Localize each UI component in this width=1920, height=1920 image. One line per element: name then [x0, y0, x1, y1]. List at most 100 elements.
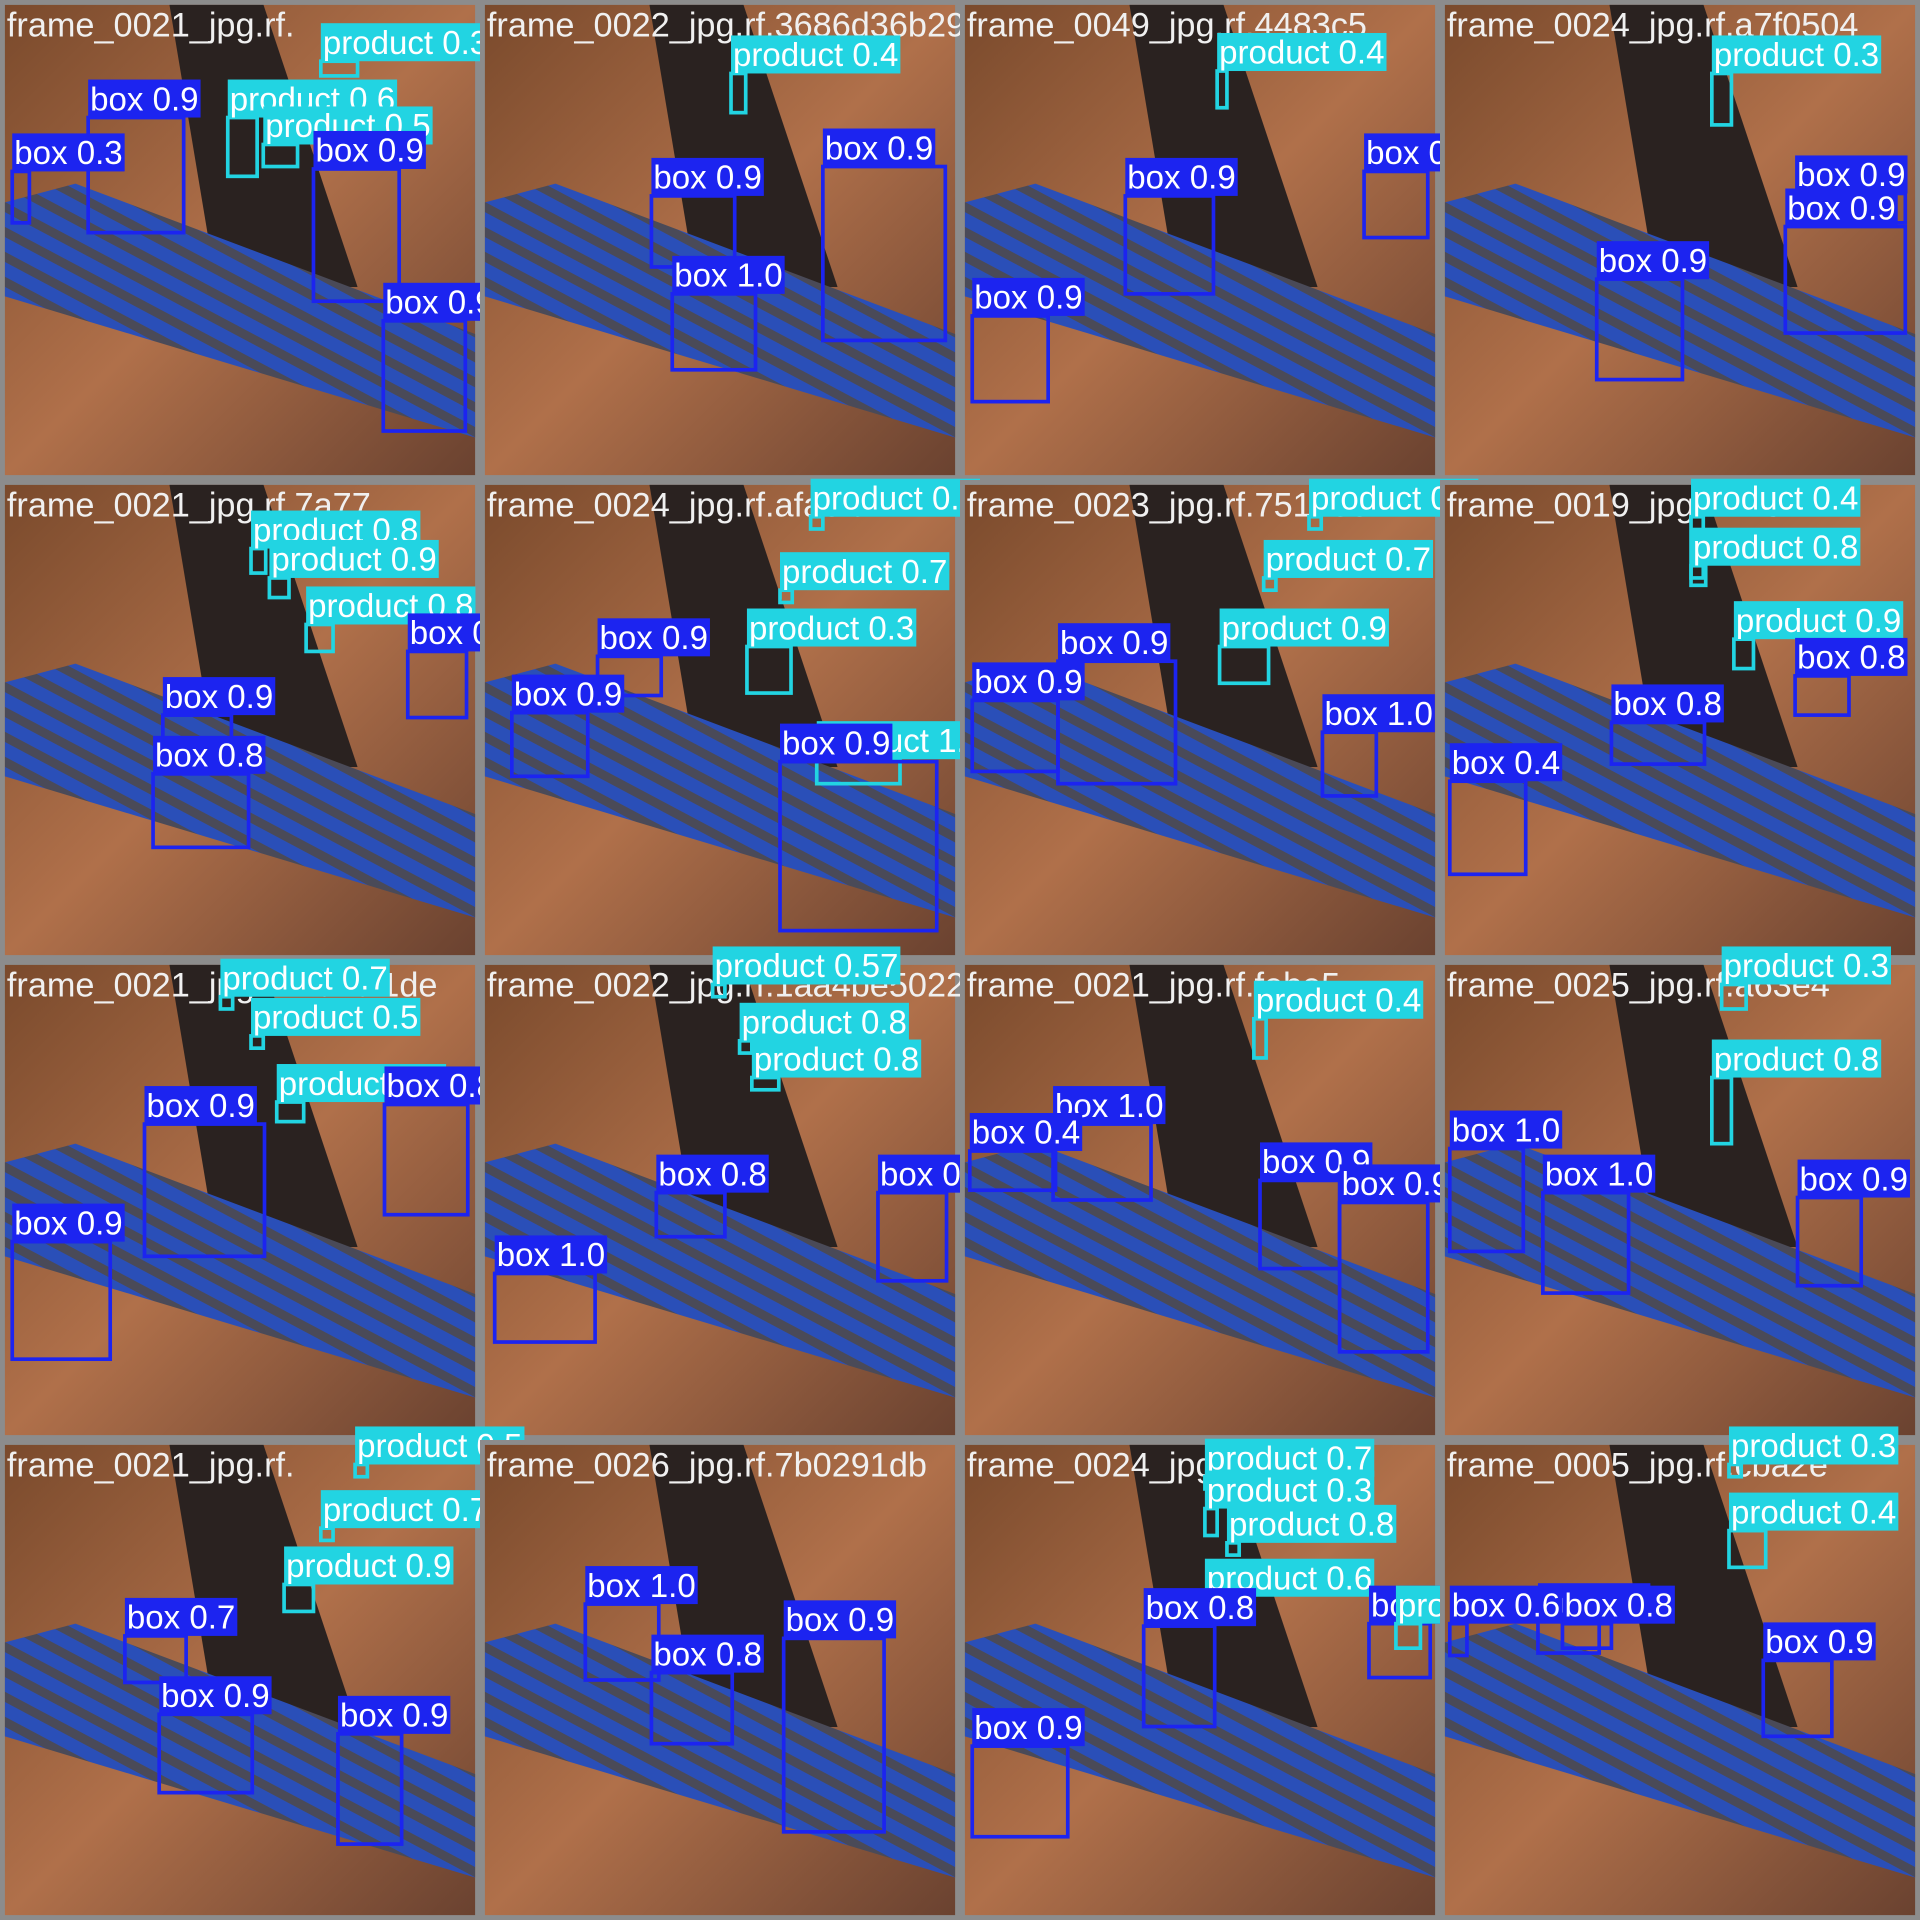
label-background [651, 157, 764, 196]
detection-text: box 0.3 [14, 135, 122, 172]
detection-text: product 0.4 [733, 37, 898, 74]
roller-conveyor [4, 663, 476, 918]
belt [1129, 4, 1318, 288]
detection-text: product 0.7 [782, 554, 947, 591]
detection-text: product 0.4 [1693, 480, 1858, 517]
detection-label: product 0.9 [269, 539, 439, 579]
detection-label: box 0.8 [1562, 1585, 1675, 1624]
bounding-box [1141, 1624, 1217, 1729]
detection-text: box 1.0 [1452, 1112, 1560, 1149]
detection-label: product 0.3 [1204, 1470, 1375, 1509]
detection-text: box 0.9 [974, 664, 1082, 701]
label-background [739, 1002, 909, 1041]
label-background [672, 255, 785, 294]
detection-text: box 0.4 [1452, 745, 1560, 782]
detection-text: box 0.8 [658, 1156, 766, 1193]
detection-label: box 0.9 [783, 1600, 897, 1639]
detection-label: box 0.9 [88, 79, 201, 118]
label-background [1219, 608, 1389, 647]
bounding-box [1225, 1541, 1242, 1557]
detection-text: box 0.9 [385, 285, 493, 322]
detection-text: box 0.9 [1800, 1161, 1908, 1198]
label-background [511, 674, 625, 713]
detection-label: box 0.9 [597, 618, 710, 657]
bounding-box [405, 649, 469, 720]
detection-label: box 0.8 [384, 1066, 497, 1105]
detection-label: box 0.9 [159, 1676, 272, 1715]
bounding-box [745, 644, 793, 695]
detection-text: box 0.9 [90, 81, 198, 118]
detection-label: box 1.0 [1322, 694, 1435, 733]
label-background [1253, 980, 1424, 1019]
detection-label: product 0.9 [1219, 608, 1389, 647]
detection-text: box 0.9 [315, 133, 423, 170]
detection-label: box 1.0 [585, 1566, 698, 1605]
detection-text: box 0.9 [653, 160, 761, 197]
roller-conveyor [4, 1623, 476, 1878]
detection-label: box 0.4 [969, 1113, 1083, 1152]
detection-label: product 0.4 [1691, 478, 1861, 517]
label-background [320, 23, 509, 62]
roller-conveyor [4, 183, 476, 438]
detection-text: box 0.9 [974, 1710, 1082, 1747]
label-background [1204, 1438, 1375, 1477]
belt [169, 1444, 358, 1728]
label-background [1611, 684, 1724, 723]
label-background [251, 997, 421, 1036]
detection-label: box 0.8 [153, 735, 266, 775]
detection-text: box 0.9 [340, 1698, 448, 1735]
detection-label: box 1.0 [1449, 1110, 1563, 1149]
detection-label: box 0.9 [1339, 1164, 1452, 1203]
bounding-box [10, 169, 32, 225]
detection-label: box 0.9 [383, 282, 496, 322]
label-background [810, 478, 980, 517]
detection-label: box 0.9 [1797, 1159, 1910, 1198]
detection-text: product 0.3 [1731, 1428, 1896, 1465]
bounding-box [1727, 1528, 1768, 1570]
tile-title: frame_0021_jpg.rf. [7, 7, 295, 45]
detection-label: box 0.8 [656, 1154, 769, 1193]
detection-label: box 0.6 [1449, 1585, 1563, 1624]
label-background [1263, 539, 1434, 578]
label-background [1542, 1154, 1656, 1193]
tile-title: frame_0023_jpg.rf.751de6 [967, 487, 1369, 525]
bounding-box [710, 982, 727, 999]
detection-text: product 0.35 [323, 25, 507, 62]
detection-label: product 0.4 [731, 35, 901, 74]
detection-label: box 0.9 [144, 1086, 257, 1125]
detection-label: box 0.9 [511, 674, 625, 713]
label-background [1711, 35, 1882, 74]
bounding-box [318, 1526, 335, 1543]
roller-conveyor [484, 1143, 956, 1398]
label-background [1449, 1585, 1563, 1624]
belt [1609, 964, 1798, 1248]
detection-text: box 0.9 [165, 679, 273, 716]
detection-label: box 0.9 [972, 662, 1085, 701]
roller-conveyor [1444, 1143, 1916, 1398]
detection-text: product 0.3 [749, 610, 914, 647]
detection-text: box 1.0 [587, 1568, 695, 1605]
detection-text: box 1.0 [1324, 696, 1432, 733]
label-background [780, 552, 950, 591]
label-background [780, 723, 893, 762]
bounding-box [1362, 169, 1430, 240]
detection-label: box 0.9 [1795, 155, 1908, 194]
detection-label: box 0.8 [1611, 684, 1724, 723]
label-background [284, 1546, 454, 1585]
label-background [1795, 637, 1908, 676]
label-background [656, 1154, 769, 1193]
detection-label: product 0.3 [746, 608, 917, 647]
label-background [1785, 188, 1898, 227]
bounding-box [142, 1122, 267, 1259]
label-background [746, 608, 917, 647]
detection-label: box 0.9 [780, 723, 893, 762]
detection-label: box 1.0 [494, 1235, 608, 1274]
belt [1609, 1444, 1798, 1728]
label-background [144, 1086, 257, 1125]
detection-label: box 0.3 [12, 133, 125, 172]
